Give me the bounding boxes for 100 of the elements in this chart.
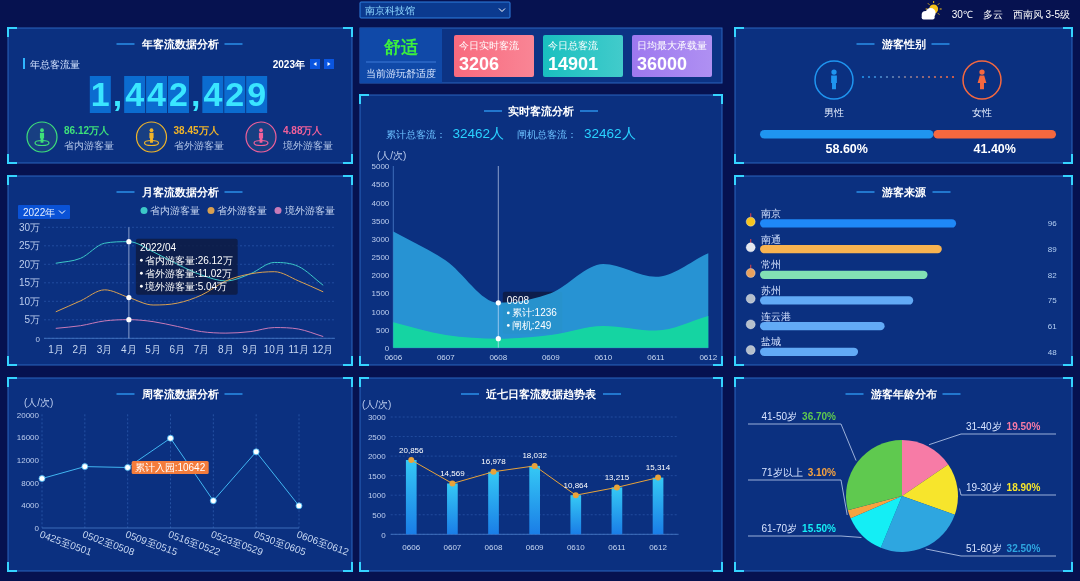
y-tick-label: 1500 — [367, 471, 387, 481]
y-tick-label: 5000 — [371, 162, 390, 172]
y-tick-label: 1000 — [371, 307, 390, 317]
pie-slice — [880, 496, 955, 552]
x-tick-label: 0607 — [443, 543, 462, 552]
x-tick-label: 5月 — [145, 344, 161, 355]
x-tick-label: 2月 — [72, 344, 89, 355]
annotation: 省外游客量:11.02万 — [144, 267, 232, 279]
x-tick-label: 0610 — [566, 543, 586, 552]
legend-label: 境外游客量 — [284, 205, 335, 216]
bar — [760, 347, 859, 356]
text: 闸机总客流： — [517, 129, 577, 140]
annotation: 15,314 — [645, 463, 671, 473]
text: 14901 — [548, 54, 599, 74]
y-tick-label: 盐城 — [761, 336, 781, 348]
annotation: 省内游客量:26.12万 — [144, 254, 233, 266]
x-tick-label: 9月 — [242, 344, 258, 355]
annotation: 2022/04 — [139, 241, 177, 253]
data-label: 19.50% — [1006, 421, 1041, 432]
bar — [611, 487, 623, 535]
chart-title: 月客流数据分析 — [140, 186, 219, 198]
point — [38, 475, 46, 482]
annotation: 14,569 — [440, 468, 466, 478]
annotation: 20,856 — [399, 445, 425, 455]
x-tick-label: 12月 — [312, 344, 334, 355]
point — [613, 484, 620, 491]
y-tick-label: 常州 — [761, 259, 781, 271]
slice-label: 19-30岁 — [966, 482, 1002, 493]
data-label: 58.60% — [825, 142, 868, 156]
y-tick-label: 2500 — [371, 253, 390, 263]
x-tick-label: 0606 — [384, 353, 403, 362]
text: 36000 — [637, 54, 688, 74]
y-tick-label: 3500 — [371, 216, 390, 226]
text: 年客流数据分析 — [140, 38, 219, 50]
bar — [529, 465, 540, 535]
data-label: 32.50% — [1006, 543, 1041, 554]
y-tick-label: 1000 — [367, 491, 387, 501]
text: 32462人 — [452, 126, 505, 141]
text: 省内游客量 — [64, 140, 114, 151]
text: 3206 — [459, 54, 500, 74]
bar — [760, 244, 942, 254]
bar — [652, 477, 664, 535]
chart-title: 近七日客流数据趋势表 — [485, 388, 597, 400]
data-label: 18.90% — [1006, 482, 1041, 493]
y-tick-label: 4500 — [371, 180, 390, 190]
x-tick-label: 0608 — [489, 353, 508, 362]
point — [531, 462, 538, 469]
chart-title: 游客年龄分布 — [869, 388, 937, 400]
text: 西南风 3-5级 — [1012, 9, 1070, 20]
annotation: 10,864 — [563, 480, 589, 490]
x-tick-label: 8月 — [218, 344, 234, 355]
x-tick-label: 0606 — [402, 543, 421, 552]
pie-slice — [850, 496, 902, 548]
data-label: 3.10% — [807, 467, 837, 478]
point — [449, 480, 456, 487]
point — [209, 497, 217, 505]
series-label: 女性 — [972, 107, 992, 118]
bar — [447, 483, 458, 535]
point — [295, 502, 303, 510]
x-tick-label: 3月 — [96, 344, 113, 355]
bar — [760, 296, 914, 305]
data-label: 61 — [1047, 322, 1058, 332]
point — [167, 434, 174, 442]
text: 86.12万人 — [64, 125, 111, 136]
bar — [405, 460, 417, 535]
text: 当前游玩舒适度 — [366, 68, 436, 79]
y-tick-label: 连云港 — [761, 310, 791, 322]
slice-label: 61-70岁 — [761, 523, 798, 534]
text: 省外游客量 — [173, 140, 224, 151]
text: 今日总客流 — [548, 40, 598, 51]
y-axis-title: (人/次) — [24, 396, 54, 408]
y-tick-label: 南通 — [761, 233, 781, 245]
y-tick-label: 8000 — [21, 478, 40, 488]
legend-label: 省外游客量 — [217, 205, 267, 216]
data-label: 89 — [1047, 245, 1058, 255]
x-tick-label: 6月 — [169, 344, 186, 355]
chart-title: 游客性别 — [880, 38, 926, 50]
y-tick-label: 10万 — [18, 295, 40, 307]
y-tick-label: 1500 — [371, 289, 390, 299]
line-series — [55, 319, 324, 337]
x-tick-label: 11月 — [288, 344, 309, 355]
data-label: 96 — [1047, 219, 1058, 229]
y-tick-label: 2000 — [367, 452, 387, 462]
y-tick-label: 0 — [35, 334, 41, 344]
pie-slice — [847, 496, 902, 519]
annotation: 13,215 — [604, 472, 630, 482]
x-tick-label: 1月 — [48, 344, 64, 355]
y-tick-label: 25万 — [18, 240, 40, 251]
x-tick-label: 0608 — [484, 543, 503, 552]
text: 累计总客流： — [385, 129, 446, 140]
x-tick-label: 0612 — [699, 353, 718, 362]
y-tick-label: 2500 — [367, 432, 387, 442]
x-tick-label: 0609 — [541, 353, 561, 362]
y-tick-label: 4000 — [21, 501, 40, 511]
annotation: 境外游客量:5.04万 — [143, 280, 228, 292]
y-tick-label: 0 — [34, 524, 40, 534]
y-tick-label: 4000 — [371, 198, 390, 208]
legend-label: 省内游客量 — [150, 205, 200, 216]
y-tick-label: 15万 — [18, 277, 40, 288]
series-label: 男性 — [824, 107, 844, 118]
